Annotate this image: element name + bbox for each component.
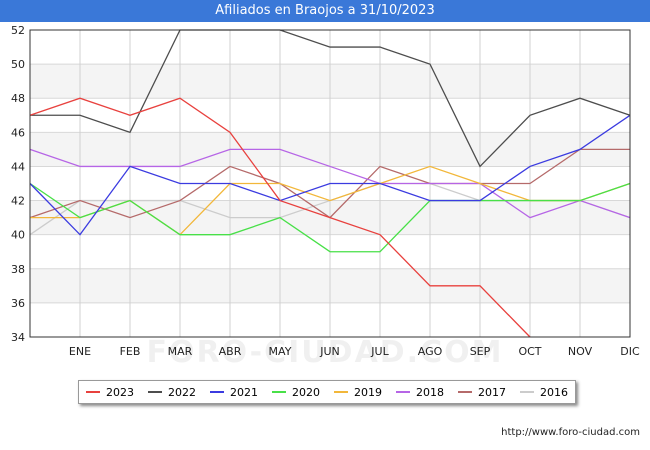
legend-item-2019: 2019 <box>334 386 382 399</box>
legend-item-2020: 2020 <box>272 386 320 399</box>
x-tick-label: AGO <box>418 345 443 358</box>
legend-swatch <box>86 391 100 393</box>
y-tick-label: 52 <box>11 24 25 37</box>
legend-swatch <box>458 391 472 393</box>
axes: 34 36 38 40 42 44 46 48 50 52 ENE FEB MAR ABR MAY JUN JU… <box>11 24 640 358</box>
x-tick-label: MAR <box>168 345 193 358</box>
series-line-2022 <box>30 29 631 168</box>
x-tick-label: ENE <box>69 345 91 358</box>
plot-frame <box>29 29 631 338</box>
y-tick-label: 38 <box>11 263 25 276</box>
legend-item-2016: 2016 <box>520 386 568 399</box>
x-tick-label: OCT <box>518 345 541 358</box>
legend-swatch <box>396 391 410 393</box>
legend-swatch <box>148 391 162 393</box>
legend-item-2017: 2017 <box>458 386 506 399</box>
legend-label: 2020 <box>292 385 320 399</box>
y-tick-label: 50 <box>11 58 25 71</box>
y-tick-label: 42 <box>11 195 25 208</box>
legend-item-2018: 2018 <box>396 386 444 399</box>
x-tick-label: JUN <box>319 345 340 358</box>
series-line-2020 <box>29 182 631 253</box>
x-tick-label: DIC <box>620 345 640 358</box>
legend-label: 2018 <box>416 385 444 399</box>
y-tick-label: 36 <box>11 297 25 310</box>
series-line-2023 <box>29 97 531 338</box>
x-tick-label: JUL <box>370 345 389 358</box>
watermark: FORO-CIUDAD.COM <box>146 335 504 370</box>
legend-label: 2017 <box>478 385 506 399</box>
series-lines <box>29 29 631 338</box>
y-tick-label: 44 <box>11 160 25 173</box>
legend-label: 2021 <box>230 385 258 399</box>
series-line-2021 <box>29 114 631 236</box>
x-tick-label: MAY <box>269 345 292 358</box>
x-tick-label: FEB <box>120 345 141 358</box>
x-tick-label: SEP <box>470 345 491 358</box>
legend-item-2021: 2021 <box>210 386 258 399</box>
legend-label: 2023 <box>106 385 134 399</box>
y-tick-label: 48 <box>11 92 25 105</box>
source-url[interactable]: http://www.foro-ciudad.com <box>501 427 640 438</box>
legend-swatch <box>334 391 348 393</box>
legend-label: 2016 <box>540 385 568 399</box>
y-tick-label: 46 <box>11 126 25 139</box>
x-tick-label: ABR <box>219 345 242 358</box>
legend-item-2022: 2022 <box>148 386 196 399</box>
legend-label: 2019 <box>354 385 382 399</box>
legend-swatch <box>272 391 286 393</box>
x-tick-label: NOV <box>568 345 593 358</box>
legend: 2023 2022 2021 2020 2019 2018 2017 2016 <box>78 380 576 404</box>
legend-label: 2022 <box>168 385 196 399</box>
legend-swatch <box>520 391 534 393</box>
y-tick-label: 34 <box>11 331 25 344</box>
y-tick-label: 40 <box>11 229 25 242</box>
legend-swatch <box>210 391 224 393</box>
legend-item-2023: 2023 <box>86 386 134 399</box>
chart-title: Afiliados en Braojos a 31/10/2023 <box>0 0 650 22</box>
